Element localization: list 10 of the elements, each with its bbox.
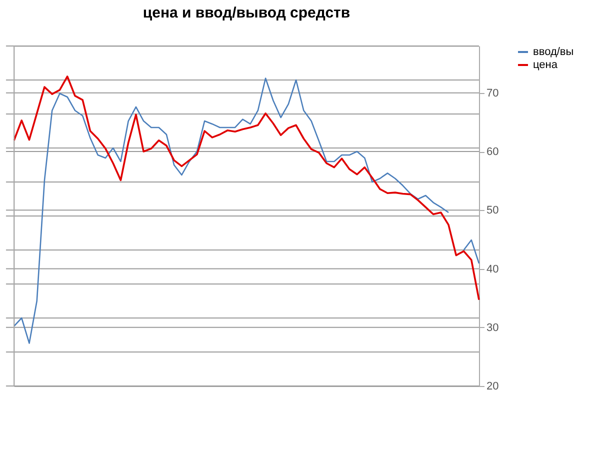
chart-title: цена и ввод/вывод средств — [142, 4, 350, 22]
y-tick-label: 30 — [486, 322, 499, 334]
legend-label: ввод/вы — [533, 46, 574, 58]
y-tick-label: 20 — [486, 380, 499, 392]
line-series — [13, 76, 480, 301]
y-tick-label: 70 — [486, 87, 499, 100]
y-tick-label: 40 — [486, 263, 499, 276]
y-tick-label: 60 — [486, 146, 499, 158]
legend-label: цена — [533, 59, 558, 71]
y-tick-label: 50 — [486, 204, 499, 217]
